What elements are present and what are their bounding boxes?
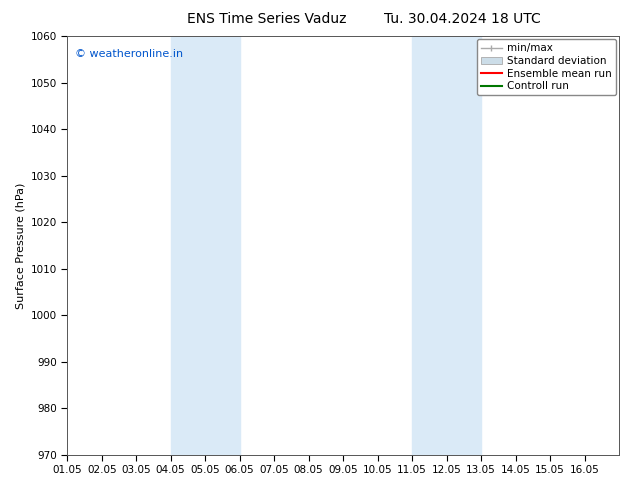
Bar <box>412 36 481 455</box>
Text: Tu. 30.04.2024 18 UTC: Tu. 30.04.2024 18 UTC <box>384 12 541 26</box>
Text: © weatheronline.in: © weatheronline.in <box>75 49 184 59</box>
Text: ENS Time Series Vaduz: ENS Time Series Vaduz <box>186 12 346 26</box>
Bar <box>171 36 240 455</box>
Y-axis label: Surface Pressure (hPa): Surface Pressure (hPa) <box>15 182 25 309</box>
Legend: min/max, Standard deviation, Ensemble mean run, Controll run: min/max, Standard deviation, Ensemble me… <box>477 39 616 96</box>
